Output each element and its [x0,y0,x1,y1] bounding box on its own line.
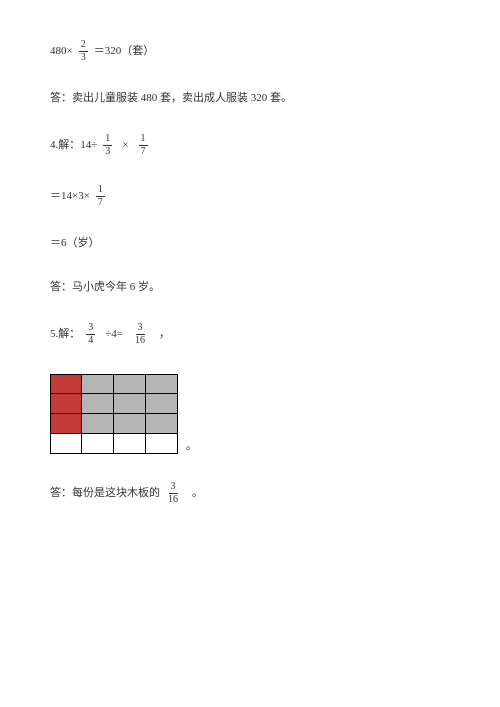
line-6: 答：马小虎今年 6 岁。 [50,280,450,295]
text: 答：卖出儿童服装 480 套，卖出成人服装 320 套。 [50,91,292,106]
line-2: 答：卖出儿童服装 480 套，卖出成人服装 320 套。 [50,91,450,106]
fraction: 1 7 [139,134,148,157]
text: 5.解： [50,327,80,342]
grid-cell [146,414,178,434]
fraction-grid-wrap: 。 [50,374,450,454]
grid-cell [82,414,114,434]
fraction-grid [50,374,178,454]
line-8: 答：每份是这块木板的 3 16 。 [50,482,450,505]
numerator: 1 [103,134,112,146]
text: ＝320（套） [94,44,155,59]
grid-cell [146,434,178,454]
text: ， [159,327,170,342]
grid-cell [82,394,114,414]
grid-cell [146,394,178,414]
text: 答：每份是这块木板的 [50,486,160,501]
grid-row [50,414,178,434]
grid-cell [114,434,146,454]
text: ÷4= [105,327,123,342]
text: 4.解：14÷ [50,138,97,153]
denominator: 7 [96,197,105,208]
grid-cell [114,394,146,414]
numerator: 1 [139,134,148,146]
numerator: 3 [136,323,145,335]
fraction: 2 3 [79,40,88,63]
grid-row [50,374,178,394]
fraction: 3 16 [166,482,180,505]
denominator: 3 [103,146,112,157]
line-4: ＝14×3× 1 7 [50,185,450,208]
line-5: ＝6（岁） [50,236,450,251]
denominator: 16 [133,335,147,346]
grid-cell [50,394,82,414]
grid-cell [114,414,146,434]
fraction: 3 4 [86,323,95,346]
text: ＝6（岁） [50,236,100,251]
denominator: 16 [166,494,180,505]
grid-cell [82,374,114,394]
text: 。 [192,486,203,501]
line-3: 4.解：14÷ 1 3 × 1 7 [50,134,450,157]
grid-row [50,434,178,454]
text: 答：马小虎今年 6 岁。 [50,280,160,295]
grid-cell [50,374,82,394]
grid-cell [82,434,114,454]
denominator: 7 [139,146,148,157]
denominator: 4 [86,335,95,346]
denominator: 3 [79,52,88,63]
grid-cell [114,374,146,394]
numerator: 3 [86,323,95,335]
text: ＝14×3× [50,189,90,204]
numerator: 2 [79,40,88,52]
line-7: 5.解： 3 4 ÷4= 3 16 ， [50,323,450,346]
period: 。 [186,439,197,454]
line-1: 480× 2 3 ＝320（套） [50,40,450,63]
grid-cell [50,414,82,434]
grid-row [50,394,178,414]
numerator: 3 [169,482,178,494]
grid-cell [50,434,82,454]
grid-cell [146,374,178,394]
text: 480× [50,44,73,59]
fraction: 1 3 [103,134,112,157]
text: × [122,138,128,153]
fraction: 3 16 [133,323,147,346]
fraction: 1 7 [96,185,105,208]
numerator: 1 [96,185,105,197]
